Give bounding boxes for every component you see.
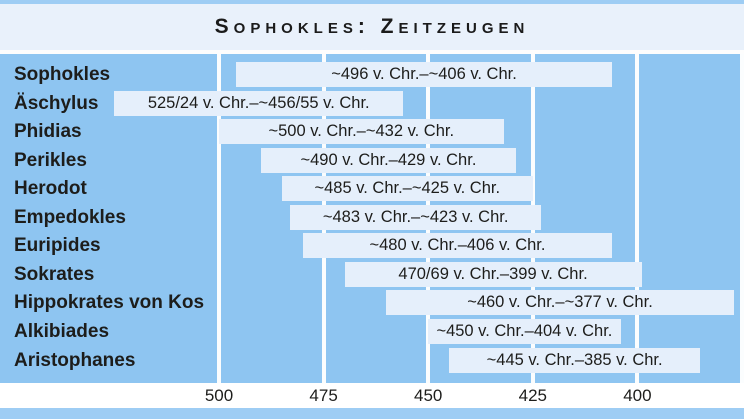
- timeline-chart-area: Sophokles ~496 v. Chr.–~406 v. Chr. Äschyl…: [0, 54, 744, 383]
- bar-date-range: ~460 v. Chr.–~377 v. Chr.: [467, 293, 653, 312]
- timeline-bar: 525/24 v. Chr.–~456/55 v. Chr.: [114, 90, 404, 116]
- row-label: Sophokles: [14, 64, 111, 85]
- gridline-400: [635, 54, 640, 383]
- x-axis: 500 475 450 425 400: [0, 383, 744, 408]
- axis-tick-label: 450: [414, 386, 443, 405]
- bar-date-range: ~480 v. Chr.–406 v. Chr.: [369, 236, 546, 255]
- row-label: Sokrates: [14, 263, 95, 285]
- row-label: Empedokles: [14, 206, 126, 228]
- timeline-bar: ~496 v. Chr.–~406 v. Chr.: [235, 62, 613, 87]
- timeline-bar: ~500 v. Chr.–~432 v. Chr.: [219, 119, 504, 145]
- row-label: Herodot: [14, 178, 87, 200]
- top-border-strip: [0, 0, 744, 4]
- row-label: Perikles: [14, 149, 87, 171]
- bar-date-range: ~500 v. Chr.–~432 v. Chr.: [268, 122, 455, 141]
- axis-tick-label: 425: [518, 386, 547, 405]
- timeline-bar: ~460 v. Chr.–~377 v. Chr.: [386, 290, 734, 316]
- row-label: Hippokrates von Kos: [14, 292, 205, 314]
- axis-tick-label: 475: [309, 386, 338, 405]
- timeline-bar: ~490 v. Chr.–429 v. Chr.: [260, 147, 517, 173]
- bar-date-range: ~496 v. Chr.–~406 v. Chr.: [331, 65, 517, 83]
- title-bar: Sophokles: Zeitzeugen: [0, 4, 744, 50]
- timeline-bar: ~483 v. Chr.–~423 v. Chr.: [290, 204, 542, 230]
- bar-date-range: 525/24 v. Chr.–~456/55 v. Chr.: [147, 93, 370, 112]
- axis-tick-label: 400: [623, 386, 652, 405]
- row-label: Äschylus: [14, 92, 99, 114]
- timeline-bar: ~450 v. Chr.–404 v. Chr.: [428, 318, 621, 344]
- axis-tick-label: 500: [204, 386, 234, 405]
- row-label: Phidias: [14, 121, 82, 143]
- row-label: Euripides: [14, 235, 101, 257]
- bar-date-range: 470/69 v. Chr.–399 v. Chr.: [398, 264, 588, 283]
- timeline-bar: 470/69 v. Chr.–399 v. Chr.: [344, 261, 642, 287]
- bar-date-range: ~450 v. Chr.–404 v. Chr.: [436, 321, 613, 340]
- timeline-bar: ~445 v. Chr.–385 v. Chr.: [449, 347, 701, 373]
- bar-date-range: ~445 v. Chr.–385 v. Chr.: [486, 350, 663, 369]
- bar-date-range: ~490 v. Chr.–429 v. Chr.: [300, 150, 477, 169]
- title-divider: [0, 50, 744, 54]
- gridline-500: [217, 54, 221, 383]
- timeline-bar: ~480 v. Chr.–406 v. Chr.: [302, 233, 613, 259]
- gridline-375: [740, 54, 744, 383]
- row-label: Alkibiades: [14, 320, 110, 342]
- timeline-bar: ~485 v. Chr.–~425 v. Chr.: [281, 176, 533, 202]
- row-label: Aristophanes: [14, 349, 136, 371]
- bottom-border-strip: [0, 408, 744, 419]
- bar-date-range: ~483 v. Chr.–~423 v. Chr.: [322, 207, 509, 226]
- chart-title: Sophokles: Zeitzeugen: [214, 15, 530, 38]
- bar-date-range: ~485 v. Chr.–~425 v. Chr.: [314, 179, 501, 198]
